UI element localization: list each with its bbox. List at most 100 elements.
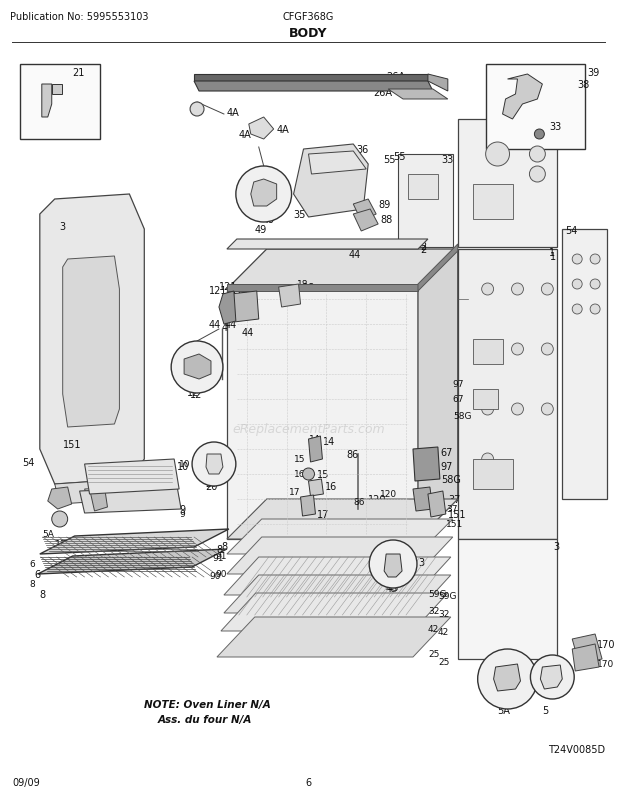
Circle shape (485, 143, 510, 167)
Text: 58G: 58G (441, 475, 461, 484)
Polygon shape (221, 593, 448, 631)
Text: 09/09: 09/09 (12, 777, 40, 787)
Text: 17: 17 (288, 488, 300, 496)
Text: 5A: 5A (42, 529, 54, 538)
Circle shape (572, 280, 582, 290)
Text: 97: 97 (453, 379, 464, 388)
Text: 20: 20 (205, 480, 216, 488)
Circle shape (529, 167, 546, 183)
Polygon shape (42, 85, 51, 118)
Text: 8: 8 (221, 541, 227, 551)
Text: 4A: 4A (239, 130, 252, 140)
Text: 10: 10 (177, 461, 189, 472)
Circle shape (303, 468, 314, 480)
Polygon shape (353, 210, 378, 232)
Text: NOTE: Oven Liner N/A: NOTE: Oven Liner N/A (144, 699, 271, 709)
Polygon shape (418, 245, 458, 292)
Polygon shape (224, 575, 451, 614)
Text: 37: 37 (446, 504, 458, 513)
Polygon shape (40, 195, 144, 484)
Text: 55A: 55A (229, 288, 247, 297)
Text: 43: 43 (388, 583, 399, 592)
Text: 44: 44 (225, 320, 237, 330)
Circle shape (477, 649, 538, 709)
Circle shape (531, 655, 574, 699)
Text: 44: 44 (222, 322, 234, 333)
Text: 25: 25 (428, 649, 440, 658)
Text: 15: 15 (294, 455, 305, 464)
Circle shape (572, 305, 582, 314)
Text: 32: 32 (438, 610, 450, 618)
Circle shape (171, 342, 223, 394)
Text: 15: 15 (316, 469, 329, 480)
Circle shape (512, 343, 523, 355)
Polygon shape (227, 520, 453, 554)
Polygon shape (194, 82, 433, 92)
Polygon shape (309, 436, 322, 463)
Polygon shape (227, 285, 418, 292)
Text: 3: 3 (60, 221, 66, 232)
Text: 8: 8 (30, 579, 35, 588)
Text: 4A: 4A (277, 125, 290, 135)
Polygon shape (84, 460, 179, 494)
Text: 3: 3 (418, 557, 424, 567)
Polygon shape (353, 200, 376, 221)
Polygon shape (428, 492, 446, 517)
Polygon shape (494, 664, 520, 691)
Circle shape (51, 512, 68, 528)
Text: 32: 32 (428, 606, 440, 615)
Polygon shape (79, 488, 181, 513)
Text: 14: 14 (309, 435, 320, 444)
Circle shape (482, 403, 494, 415)
Text: 2: 2 (420, 245, 426, 255)
Text: 151: 151 (446, 520, 463, 529)
Circle shape (512, 284, 523, 296)
Text: 121: 121 (209, 286, 228, 296)
Text: 55: 55 (393, 152, 405, 162)
Polygon shape (458, 539, 557, 659)
Circle shape (369, 541, 417, 588)
Polygon shape (309, 480, 324, 496)
Text: 90: 90 (210, 571, 221, 581)
Bar (472, 184, 513, 220)
Polygon shape (428, 75, 448, 92)
Text: Ass. du four N/A: Ass. du four N/A (157, 714, 252, 724)
Text: T24V0085D: T24V0085D (548, 744, 605, 754)
Text: 54: 54 (22, 457, 35, 468)
Text: 67: 67 (441, 448, 453, 457)
Text: 1: 1 (549, 248, 556, 257)
Text: 44: 44 (242, 327, 254, 338)
Polygon shape (413, 448, 440, 481)
Text: 12: 12 (187, 387, 200, 398)
Text: 170: 170 (55, 539, 73, 549)
Circle shape (512, 403, 523, 415)
Circle shape (590, 305, 600, 314)
Polygon shape (38, 549, 227, 574)
Text: 90: 90 (215, 569, 227, 578)
Polygon shape (309, 152, 366, 175)
Text: 88: 88 (380, 215, 392, 225)
Circle shape (534, 130, 544, 140)
Text: 14: 14 (324, 436, 335, 447)
Text: 20: 20 (205, 481, 217, 492)
Polygon shape (278, 285, 301, 308)
Polygon shape (40, 529, 229, 554)
Text: 55A: 55A (229, 288, 248, 298)
Text: BODY: BODY (290, 27, 328, 40)
Circle shape (482, 473, 494, 485)
Polygon shape (227, 500, 458, 539)
Text: 120: 120 (368, 494, 387, 504)
Text: 18: 18 (303, 282, 315, 293)
Text: 55: 55 (383, 155, 396, 164)
Text: 86: 86 (353, 497, 365, 506)
Polygon shape (217, 618, 451, 657)
Text: 86: 86 (347, 449, 358, 460)
Text: 151: 151 (63, 439, 81, 449)
Text: 18: 18 (296, 280, 308, 289)
Polygon shape (89, 488, 107, 512)
Text: 2: 2 (420, 241, 426, 252)
Polygon shape (227, 249, 458, 290)
Text: 9: 9 (179, 504, 185, 514)
Text: 17: 17 (316, 509, 329, 520)
Text: 6: 6 (35, 569, 41, 579)
